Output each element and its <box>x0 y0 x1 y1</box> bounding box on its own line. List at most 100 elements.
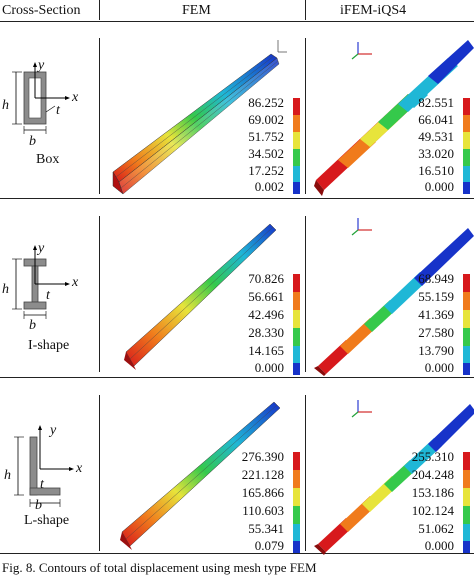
fem-axis-triad-1 <box>277 40 287 53</box>
box-dim-t: t <box>56 103 60 118</box>
row2-ifem-divider <box>305 216 306 372</box>
legend-swatch <box>293 310 300 328</box>
legend-swatch <box>463 524 470 541</box>
legend-swatch <box>463 182 470 194</box>
scale-value: 56.661 <box>248 289 284 304</box>
legend-swatch <box>463 363 470 375</box>
scale-value: 110.603 <box>242 503 284 518</box>
row2-fem-divider <box>99 216 100 372</box>
ifem-axis-triad-2 <box>351 218 372 236</box>
scale-value: 51.752 <box>248 129 284 144</box>
fem-scale-box: 86.252 69.002 51.752 34.502 17.252 0.002 <box>205 95 300 194</box>
scale-value: 55.159 <box>418 289 454 304</box>
scale-value: 27.580 <box>418 325 454 340</box>
scale-value: 28.330 <box>248 325 284 340</box>
scale-value: 41.369 <box>418 307 454 322</box>
fem-beam-box <box>112 53 280 195</box>
scale-value: 0.000 <box>424 538 454 553</box>
l-dim-x: x <box>76 461 83 476</box>
scale-value: 69.002 <box>248 112 284 127</box>
legend-swatch <box>463 115 470 132</box>
ifem-beam-i <box>314 228 474 376</box>
row3-fem-divider <box>99 395 100 551</box>
legend-swatch <box>293 470 300 488</box>
header-cross-section: Cross-Section <box>2 3 81 18</box>
legend-swatch <box>293 274 300 292</box>
header-divider-1 <box>99 0 100 20</box>
scale-value: 70.826 <box>248 271 284 286</box>
row-rule-2 <box>0 377 474 378</box>
legend-swatch <box>463 452 470 470</box>
legend-swatch <box>293 328 300 346</box>
legend-swatch <box>463 541 470 553</box>
header-ifem: iFEM-iQS4 <box>340 3 407 18</box>
scale-value: 51.062 <box>418 521 454 536</box>
i-dim-x: x <box>72 275 79 290</box>
i-section-diagram <box>12 245 70 319</box>
ifem-axis-triad-1 <box>351 42 372 60</box>
scale-value: 0.002 <box>254 179 284 194</box>
row-rule-1 <box>0 198 474 199</box>
scale-value: 0.079 <box>254 538 284 553</box>
l-dim-h: h <box>4 468 11 483</box>
scale-value: 165.866 <box>241 485 284 500</box>
legend-swatch <box>293 149 300 166</box>
legend-swatch <box>463 328 470 346</box>
row1-fem-divider <box>99 38 100 194</box>
scale-value: 0.000 <box>254 360 284 375</box>
legend-swatch <box>293 115 300 132</box>
legend-swatch <box>463 470 470 488</box>
l-label: L-shape <box>24 513 70 528</box>
ifem-scale-box: 82.551 66.041 49.531 33.020 16.510 0.000 <box>375 95 470 194</box>
legend-swatch <box>463 310 470 328</box>
scale-value: 255.310 <box>411 449 454 464</box>
i-dim-b: b <box>29 318 36 333</box>
scale-value: 153.186 <box>411 485 454 500</box>
scale-value: 82.551 <box>418 95 454 110</box>
i-dim-t: t <box>46 288 50 303</box>
l-dim-y: y <box>50 423 57 438</box>
scale-value: 13.790 <box>418 343 454 358</box>
box-label: Box <box>36 152 60 167</box>
figure-caption: Fig. 8. Contours of total displacement u… <box>2 560 317 575</box>
l-dim-b: b <box>35 498 42 513</box>
legend-swatch <box>293 182 300 194</box>
legend-swatch <box>463 346 470 363</box>
scale-value: 276.390 <box>241 449 284 464</box>
box-dim-b: b <box>29 134 36 149</box>
scale-value: 49.531 <box>418 129 454 144</box>
ifem-beam-box <box>314 40 474 196</box>
row3-ifem-divider <box>305 395 306 551</box>
legend-swatch <box>463 506 470 524</box>
box-dim-h: h <box>2 98 9 113</box>
i-dim-h: h <box>2 282 9 297</box>
legend-swatch <box>463 98 470 115</box>
legend-swatch <box>293 541 300 553</box>
legend-swatch <box>293 452 300 470</box>
box-section-diagram <box>12 62 70 134</box>
legend-swatch <box>293 506 300 524</box>
legend-swatch <box>463 274 470 292</box>
legend-swatch <box>293 166 300 182</box>
scale-value: 86.252 <box>248 95 284 110</box>
legend-swatch <box>463 488 470 506</box>
legend-swatch <box>293 292 300 310</box>
scale-value: 66.041 <box>418 112 454 127</box>
legend-swatch <box>293 132 300 149</box>
ifem-scale-i: 68.949 55.159 41.369 27.580 13.790 0.000 <box>375 272 470 375</box>
ifem-beam-l <box>314 404 474 555</box>
bottom-rule <box>0 553 474 554</box>
i-label: I-shape <box>28 338 70 353</box>
row1-ifem-divider <box>305 38 306 194</box>
legend-swatch <box>293 488 300 506</box>
legend-swatch <box>293 363 300 375</box>
scale-value: 17.252 <box>248 163 284 178</box>
i-dim-y: y <box>38 241 45 256</box>
header-fem: FEM <box>182 3 211 18</box>
scale-value: 102.124 <box>411 503 454 518</box>
legend-swatch <box>293 346 300 363</box>
box-dim-y: y <box>38 58 45 73</box>
ifem-scale-l: 255.310 204.248 153.186 102.124 51.062 0… <box>375 449 470 553</box>
legend-swatch <box>463 166 470 182</box>
ifem-axis-triad-3 <box>351 400 372 418</box>
